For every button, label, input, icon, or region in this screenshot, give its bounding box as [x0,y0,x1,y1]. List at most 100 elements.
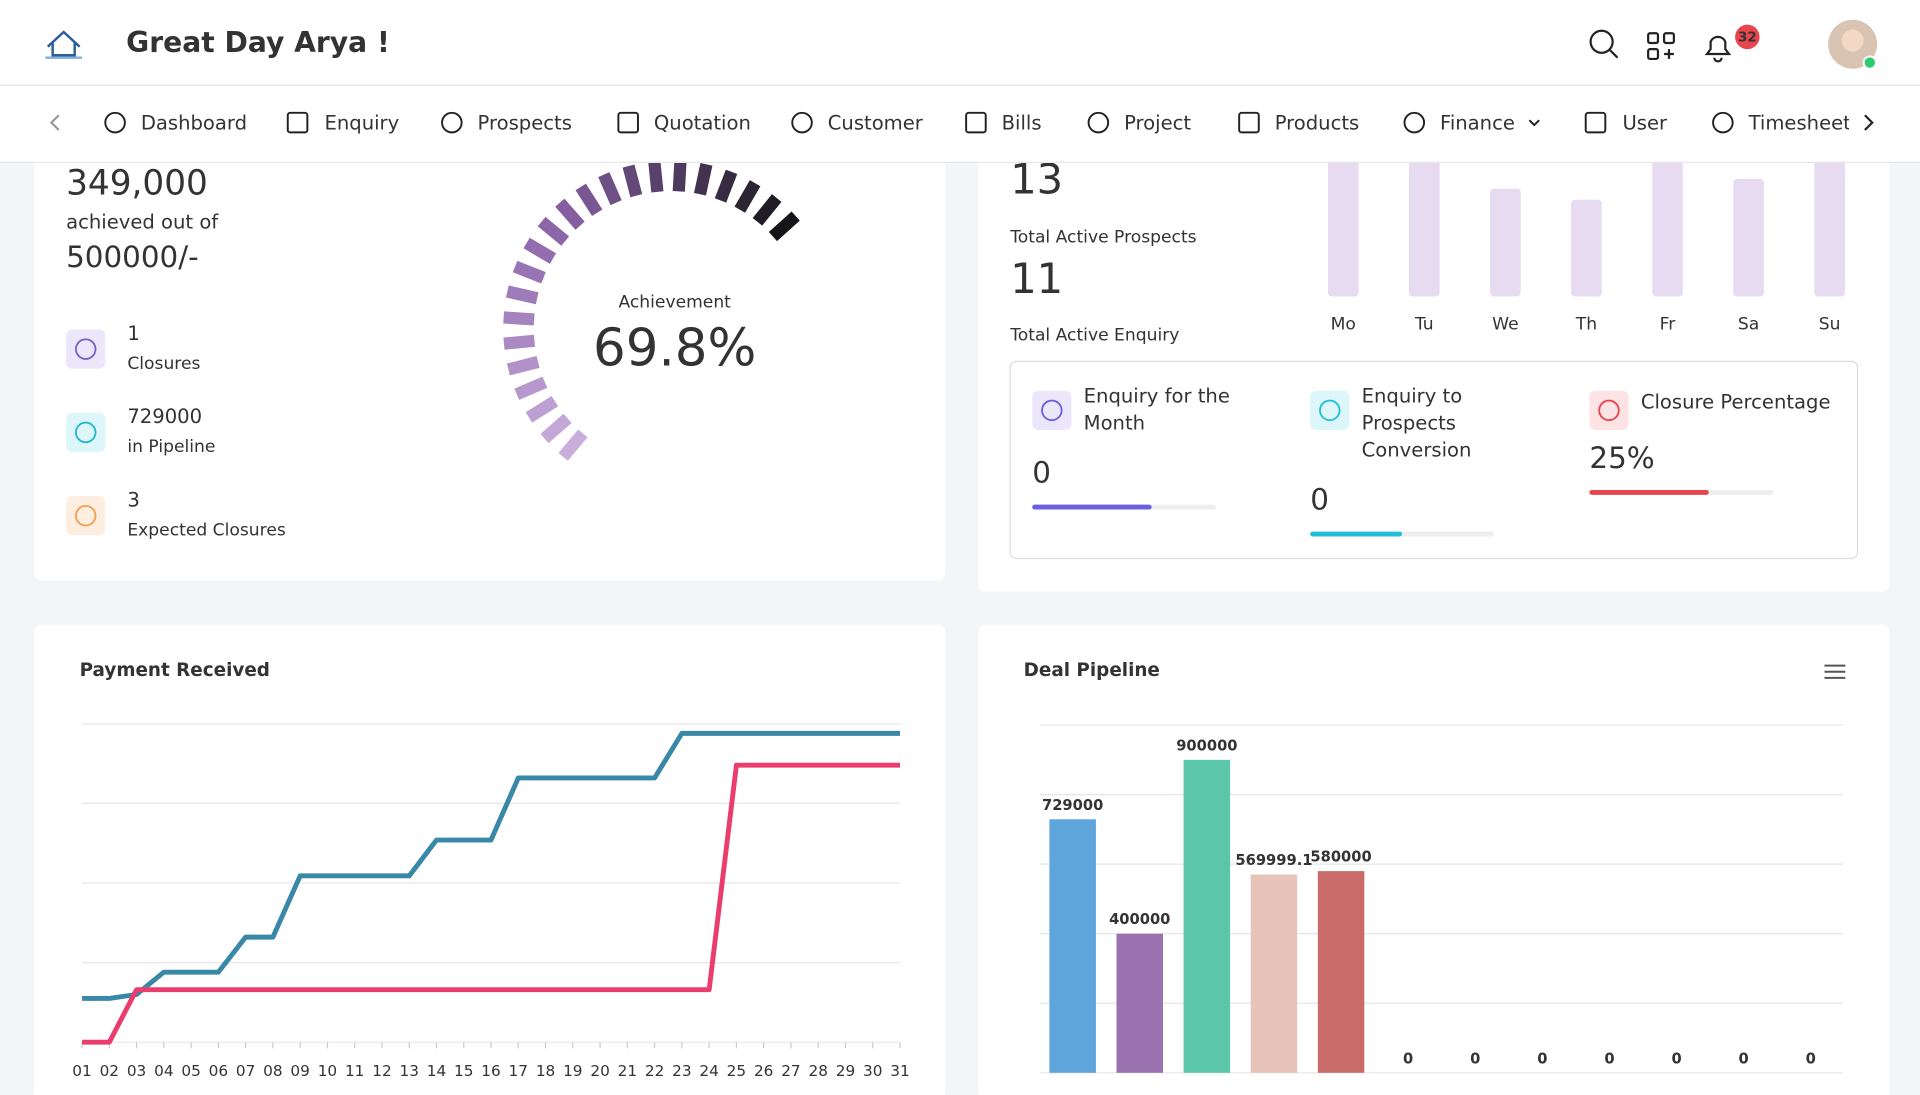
gauge-tick [648,161,664,193]
gauge-tick [672,161,687,192]
gauge-tick [752,194,782,226]
avatar-face [1841,29,1864,52]
x-tick-label: 15 [454,1062,473,1080]
search-icon[interactable] [1589,29,1614,54]
gauge-tick [693,163,713,196]
stat-value: 1 [127,322,139,345]
nav-dropdown[interactable] [1528,119,1540,127]
weekly-label: Mo [1331,315,1356,335]
x-tick-label: 03 [127,1062,146,1080]
gauge-tick [506,285,539,305]
kpi-progress [1589,489,1709,495]
nav-items: Dashboard Enquiry Prospects Quotation Custom… [104,111,1851,134]
nav-item[interactable]: Products [1238,111,1359,134]
bar-value-label: 0 [1604,1050,1614,1067]
page-title: Great Day Arya ! [126,26,390,59]
x-tick-label: 20 [590,1062,609,1080]
achieved-amount: 349,000 [66,164,208,204]
gauge-tick [622,164,643,198]
nav-item[interactable]: Enquiry [286,111,399,134]
kpi-title: Enquiry for the [1084,384,1230,407]
stat-icon [66,496,106,536]
nav-item[interactable]: Timesheet [1712,111,1851,134]
nav-label: Dashboard [141,111,247,134]
x-tick-label: 18 [536,1062,555,1080]
stat-label: Expected Closures [127,520,286,540]
nav-icon [286,111,309,134]
bar [1049,819,1096,1073]
kpi-icon [1032,390,1072,430]
apps-icon-plus [1664,49,1674,59]
bar-value-label: 0 [1403,1050,1413,1067]
x-tick-label: 30 [863,1062,882,1080]
x-tick-label: 10 [318,1062,337,1080]
x-tick-label: 27 [781,1062,800,1080]
weekly-bar [1652,161,1683,297]
x-tick-label: 17 [509,1062,528,1080]
nav-label: Quotation [654,111,751,134]
x-tick-label: 12 [372,1062,391,1080]
x-tick-label: 21 [618,1062,637,1080]
x-tick-label: 06 [209,1062,228,1080]
weekly-label: We [1492,315,1518,335]
bar-value-label: 0 [1806,1050,1816,1067]
gauge-tick [512,260,546,284]
bar [1183,759,1231,1073]
logo[interactable] [45,30,83,59]
kpi-icon [1310,390,1350,430]
bar [1317,871,1365,1073]
bar-value-label: 580000 [1310,849,1371,866]
gauge-tick [598,172,622,206]
kpi-value: 25% [1589,441,1654,475]
x-tick-label: 16 [481,1062,500,1080]
kpi-icon-glyph [1598,399,1620,422]
apps-icon[interactable] [1647,32,1660,45]
nav-icon [617,111,639,134]
notification-count: 32 [1738,31,1757,46]
stat-label: in Pipeline [127,437,215,457]
x-tick-label: 01 [72,1062,91,1080]
gauge-tick [768,211,800,242]
x-tick-label: 23 [672,1062,691,1080]
nav-item[interactable]: Quotation [617,111,751,134]
nav-item[interactable]: Dashboard [104,111,247,134]
nav-label: User [1622,111,1668,134]
search-icon-handle [1609,49,1619,59]
nav-item[interactable]: Finance [1403,111,1515,134]
x-tick-label: 25 [727,1062,746,1080]
nav-item[interactable]: Customer [791,111,924,134]
gauge-tick [734,180,761,213]
gauge-label: Achievement [618,293,731,313]
line-series [82,730,900,1001]
kpi-icon [1589,390,1629,430]
bar-value-label: 0 [1739,1050,1749,1067]
stat-label: Closures [127,354,200,374]
bar-value-label: 900000 [1176,737,1237,754]
nav-icon [791,111,813,134]
achieved-caption: achieved out of [66,211,219,234]
gauge-tick [575,183,603,217]
stat-icon [66,329,106,369]
weekly-label: Tu [1414,315,1434,335]
kpi-title: Closure Percentage [1641,391,1831,414]
nav-item[interactable]: Bills [965,111,1042,134]
nav-item[interactable]: Project [1087,111,1192,134]
nav-item[interactable]: Prospects [441,111,572,134]
gauge-tick [555,198,585,230]
gauge-value: 69.8% [593,319,756,379]
bar-value-label: 0 [1470,1050,1480,1067]
bell-icon[interactable] [1704,35,1732,63]
nav-bar [0,85,1920,162]
nav-icon [104,111,126,134]
kpi-title: Month [1084,411,1145,434]
nav-next[interactable] [1864,114,1874,131]
chart-menu[interactable] [1824,664,1846,679]
nav-item[interactable]: User [1584,111,1668,134]
kpi-progress [1310,531,1403,537]
nav-label: Finance [1440,111,1515,134]
count-value: 11 [1010,254,1063,303]
nav-label: Bills [1002,111,1042,134]
nav-prev[interactable] [49,114,60,131]
gauge-tick [514,376,548,400]
deal-card [978,624,1890,1095]
